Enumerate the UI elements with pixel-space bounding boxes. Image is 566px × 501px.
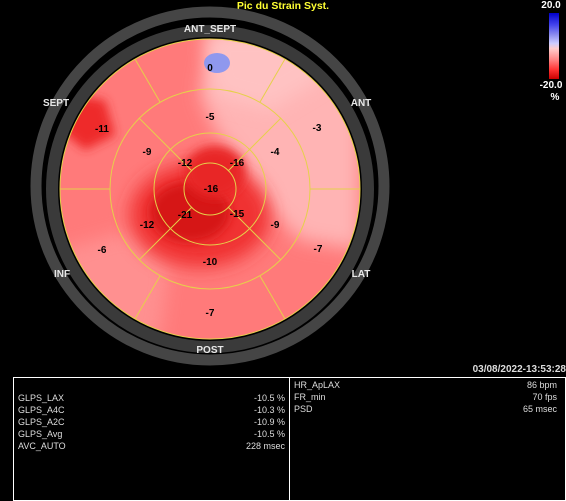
info-value: 70 fps	[532, 392, 557, 402]
timestamp: 03/08/2022-13:53:28	[472, 364, 566, 375]
result-value: 228 msec	[245, 441, 285, 451]
result-row: AVC_AUTO 228 msec	[18, 441, 285, 452]
scale-unit-label: %	[550, 92, 560, 103]
segment-value-mid-sept: -9	[143, 147, 152, 158]
info-row: HR_ApLAX 86 bpm	[294, 380, 557, 391]
scale-max-label: 20.0	[541, 0, 561, 11]
result-row: GLPS_A4C -10.3 %	[18, 405, 285, 416]
result-row: GLPS_A2C -10.9 %	[18, 417, 285, 428]
strain-bullseye-plot: ANT_SEPT ANT LAT POST INF SEPT 0 -3 -7 -…	[30, 6, 390, 366]
result-label: GLPS_A4C	[18, 405, 65, 415]
label-post: POST	[196, 345, 223, 356]
label-lat: LAT	[352, 269, 371, 280]
info-label: FR_min	[294, 392, 326, 402]
label-sept: SEPT	[43, 98, 69, 109]
result-value: -10.5 %	[253, 393, 285, 403]
segment-value-basal-ant-sept: 0	[207, 63, 213, 74]
segment-value-apical-ant: -16	[230, 158, 245, 169]
segment-value-apex: -16	[204, 184, 219, 195]
segment-value-apical-lat: -15	[230, 209, 245, 220]
result-value: -10.3 %	[253, 405, 285, 415]
inner-ring	[46, 25, 374, 353]
segment-value-apical-sept: -12	[178, 158, 193, 169]
segment-value-mid-inf: -12	[140, 220, 155, 231]
result-value: -10.5 %	[253, 429, 285, 439]
page-title: Pic du Strain Syst.	[236, 0, 330, 12]
result-label: GLPS_Avg	[18, 429, 63, 439]
acquisition-info-panel: HR_ApLAX 86 bpm FR_min 70 fps PSD 65 mse…	[290, 377, 566, 501]
label-ant: ANT	[351, 98, 372, 109]
info-value: 86 bpm	[526, 380, 557, 390]
label-ant-sept: ANT_SEPT	[184, 24, 236, 35]
segment-value-mid-post: -10	[203, 257, 218, 268]
segment-value-mid-lat: -9	[271, 220, 280, 231]
info-value: 65 msec	[522, 404, 557, 414]
outer-ring	[30, 6, 390, 366]
strain-results-panel: GLPS_LAX -10.5 % GLPS_A4C -10.3 % GLPS_A…	[13, 377, 290, 501]
segment-value-basal-sept: -11	[95, 124, 109, 135]
strain-color-scale-bar	[549, 13, 559, 79]
result-label: GLPS_LAX	[18, 393, 65, 403]
result-label: AVC_AUTO	[18, 441, 66, 451]
info-label: HR_ApLAX	[294, 380, 341, 390]
segment-value-apical-inf: -21	[178, 210, 193, 221]
label-inf: INF	[54, 269, 70, 280]
positive-strain-area	[204, 53, 230, 73]
segment-value-basal-inf: -6	[98, 245, 107, 256]
segment-value-mid-ant: -4	[271, 147, 280, 158]
segment-grid	[59, 38, 361, 340]
info-row: PSD 65 msec	[294, 404, 557, 415]
segment-value-basal-lat: -7	[314, 244, 323, 255]
segment-value-basal-post: -7	[206, 308, 215, 319]
info-label: PSD	[294, 404, 313, 414]
segment-value-basal-ant: -3	[313, 123, 322, 134]
result-label: GLPS_A2C	[18, 417, 65, 427]
result-row: GLPS_Avg -10.5 %	[18, 429, 285, 440]
result-row: GLPS_LAX -10.5 %	[18, 393, 285, 404]
scale-min-label: -20.0	[539, 80, 563, 91]
info-row: FR_min 70 fps	[294, 392, 557, 403]
segment-value-mid-ant-sept: -5	[206, 112, 215, 123]
result-value: -10.9 %	[253, 417, 285, 427]
strain-color-map	[60, 39, 360, 339]
